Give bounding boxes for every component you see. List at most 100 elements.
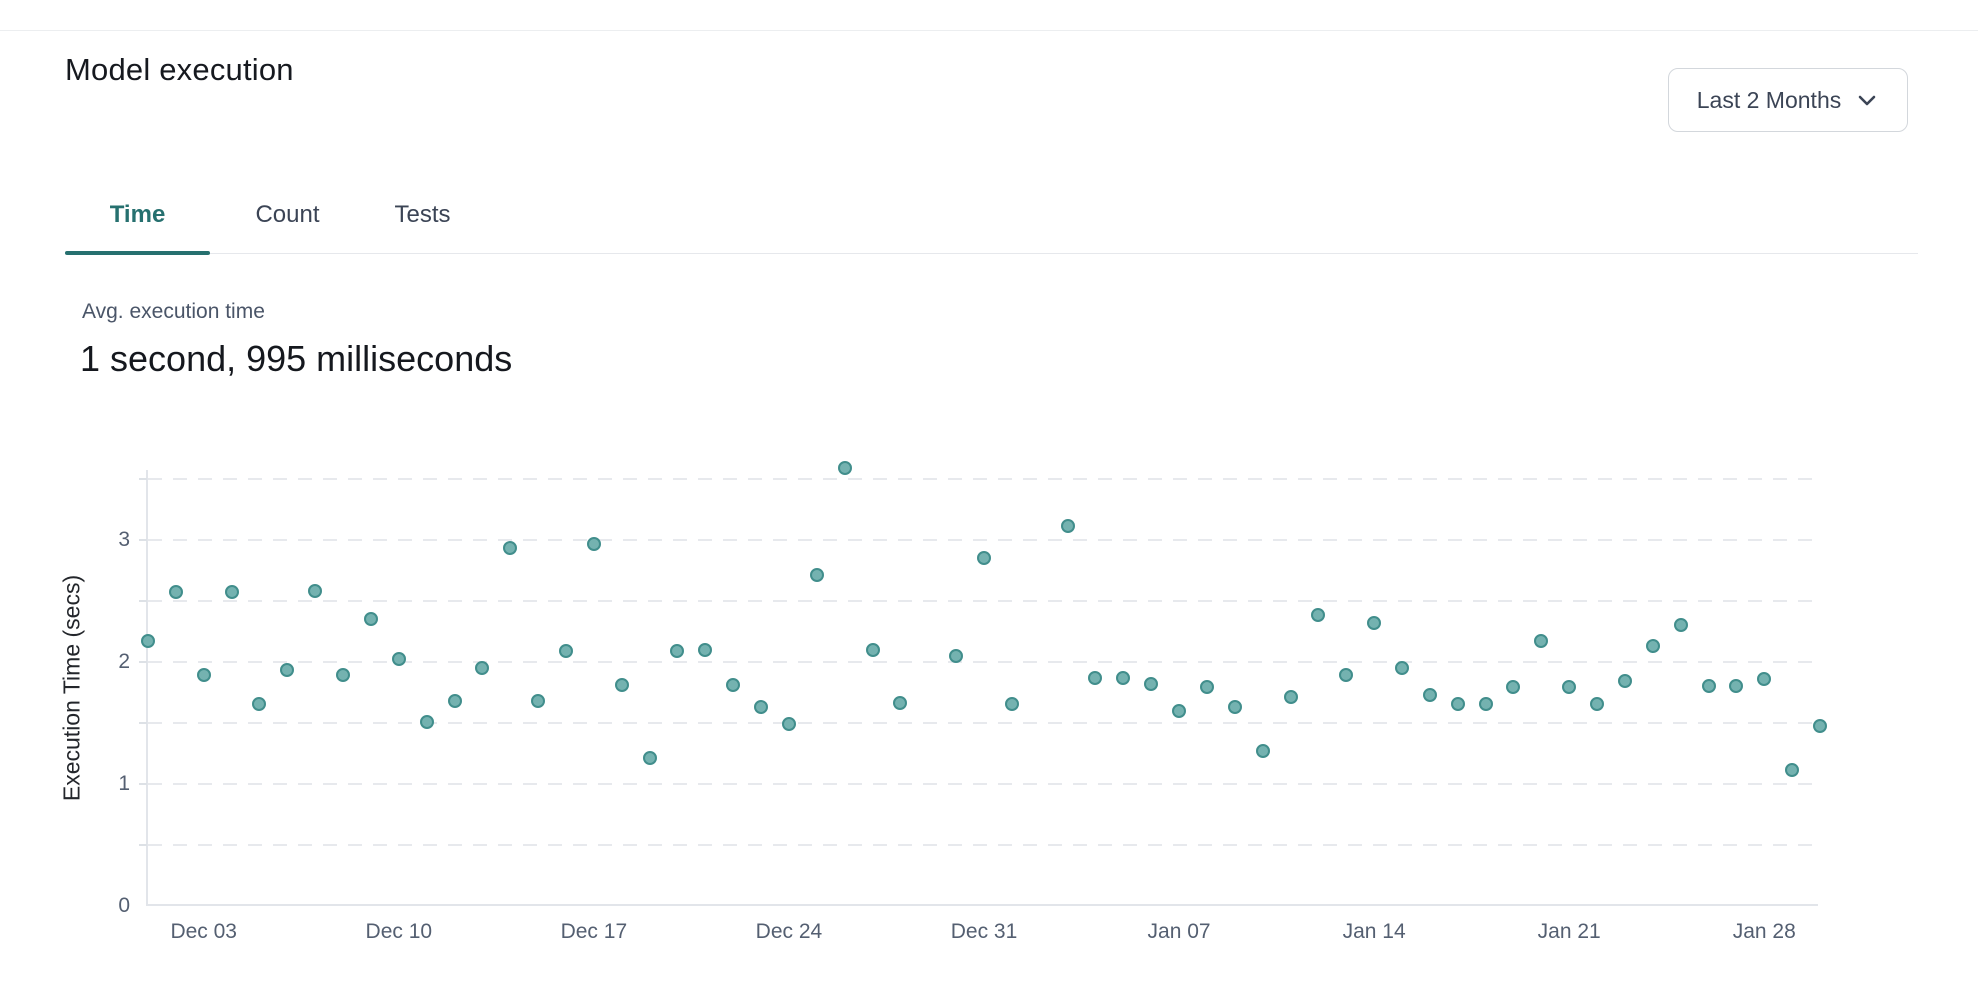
data-point[interactable]	[1450, 697, 1465, 712]
data-point[interactable]	[1060, 519, 1075, 534]
data-point[interactable]	[1088, 670, 1103, 685]
x-axis-tick-label: Dec 10	[365, 920, 433, 943]
data-point[interactable]	[1422, 687, 1437, 702]
y-axis-tick-mark	[139, 538, 147, 541]
data-point[interactable]	[475, 660, 490, 675]
y-axis-tick-mark	[139, 721, 147, 724]
data-point[interactable]	[1395, 660, 1409, 675]
page-title: Model execution	[65, 52, 294, 87]
plot-area: 0 1 2 3 Dec 03 Dec 10 Dec 17 Dec 24 Dec 31 Jan 07…	[118, 460, 1827, 943]
tab-bar: Time Count Tests	[65, 185, 1918, 255]
data-point[interactable]	[1813, 719, 1827, 734]
tab-count[interactable]: Count	[255, 201, 320, 228]
data-point[interactable]	[419, 714, 434, 729]
x-axis-tick-label: Dec 17	[560, 920, 628, 943]
x-axis-tick-label: Jan 14	[1342, 920, 1406, 943]
y-axis-tick-mark	[139, 843, 147, 846]
x-axis-tick-label: Jan 21	[1537, 920, 1601, 943]
data-point[interactable]	[642, 751, 657, 766]
metric-value: 1 second, 995 milliseconds	[80, 338, 513, 379]
y-axis-title: Execution Time (secs)	[58, 574, 85, 802]
gridline	[148, 843, 1818, 846]
data-point[interactable]	[559, 643, 573, 658]
data-point[interactable]	[531, 693, 546, 708]
data-point[interactable]	[614, 677, 629, 692]
data-point[interactable]	[1617, 674, 1632, 689]
data-point[interactable]	[698, 642, 713, 657]
data-point[interactable]	[586, 537, 601, 552]
data-point[interactable]	[224, 585, 239, 600]
y-axis-tick-mark	[139, 782, 147, 785]
data-point[interactable]	[308, 583, 323, 598]
data-point[interactable]	[1506, 680, 1521, 695]
data-point[interactable]	[781, 717, 796, 732]
data-point[interactable]	[949, 648, 964, 663]
y-axis-tick-label: 0	[118, 894, 130, 917]
data-point[interactable]	[893, 696, 908, 711]
data-point[interactable]	[1562, 680, 1577, 695]
data-point[interactable]	[1144, 676, 1159, 691]
data-point[interactable]	[1339, 668, 1354, 683]
y-axis-tick-label: 2	[118, 649, 130, 673]
data-point[interactable]	[1283, 690, 1298, 705]
data-point[interactable]	[391, 652, 406, 667]
tab-tests[interactable]: Tests	[394, 201, 451, 228]
y-axis-tick-label: 3	[118, 527, 130, 551]
data-point[interactable]	[1367, 615, 1382, 630]
tab-time[interactable]: Time	[65, 185, 210, 255]
gridline	[148, 538, 1818, 541]
data-point[interactable]	[1478, 697, 1493, 712]
data-point[interactable]	[726, 677, 741, 692]
data-point[interactable]	[865, 642, 880, 657]
data-point[interactable]	[1172, 703, 1187, 718]
data-point[interactable]	[1255, 743, 1270, 758]
x-axis-tick-label: Dec 24	[755, 920, 823, 943]
data-point[interactable]	[1311, 608, 1326, 623]
data-point[interactable]	[1227, 699, 1242, 714]
data-point[interactable]	[1116, 670, 1131, 685]
data-point[interactable]	[1199, 680, 1214, 695]
data-point[interactable]	[336, 668, 351, 683]
data-point[interactable]	[168, 585, 183, 600]
data-point[interactable]	[670, 643, 685, 658]
data-point[interactable]	[252, 697, 267, 712]
metric-label: Avg. execution time	[82, 300, 265, 323]
gridline	[148, 477, 1818, 480]
data-point[interactable]	[1785, 763, 1800, 778]
gridline	[148, 660, 1818, 663]
y-axis-tick-mark	[139, 660, 147, 663]
chevron-down-icon	[1855, 88, 1879, 112]
data-point[interactable]	[809, 568, 824, 583]
gridline	[148, 721, 1818, 724]
page-top-divider	[0, 30, 1978, 31]
data-point[interactable]	[503, 541, 518, 556]
gridline	[148, 599, 1818, 602]
data-point[interactable]	[1701, 679, 1716, 694]
data-point[interactable]	[1757, 671, 1772, 686]
data-point[interactable]	[1590, 697, 1605, 712]
gridline	[148, 782, 1818, 785]
y-axis-tick-mark	[139, 599, 147, 602]
x-axis-tick-label: Dec 31	[950, 920, 1018, 943]
date-range-dropdown[interactable]: Last 2 Months	[1668, 68, 1908, 132]
data-point[interactable]	[363, 611, 378, 626]
data-point[interactable]	[1729, 679, 1744, 694]
y-axis-tick-mark	[139, 477, 147, 480]
data-point[interactable]	[837, 460, 852, 475]
data-point[interactable]	[754, 699, 769, 714]
y-axis-tick-label: 1	[118, 771, 130, 795]
x-axis-tick-label: Jan 28	[1732, 920, 1796, 943]
data-point[interactable]	[1645, 638, 1660, 653]
x-axis-tick-label: Jan 07	[1147, 920, 1211, 943]
data-point[interactable]	[447, 693, 462, 708]
data-point[interactable]	[1004, 697, 1019, 712]
data-point[interactable]	[280, 663, 295, 678]
data-point[interactable]	[141, 633, 155, 648]
data-point[interactable]	[1673, 618, 1688, 633]
data-point[interactable]	[977, 550, 991, 565]
date-range-label: Last 2 Months	[1696, 86, 1842, 113]
data-point[interactable]	[1534, 633, 1549, 648]
x-axis-tick-label: Dec 03	[170, 920, 237, 943]
data-point[interactable]	[196, 668, 211, 683]
